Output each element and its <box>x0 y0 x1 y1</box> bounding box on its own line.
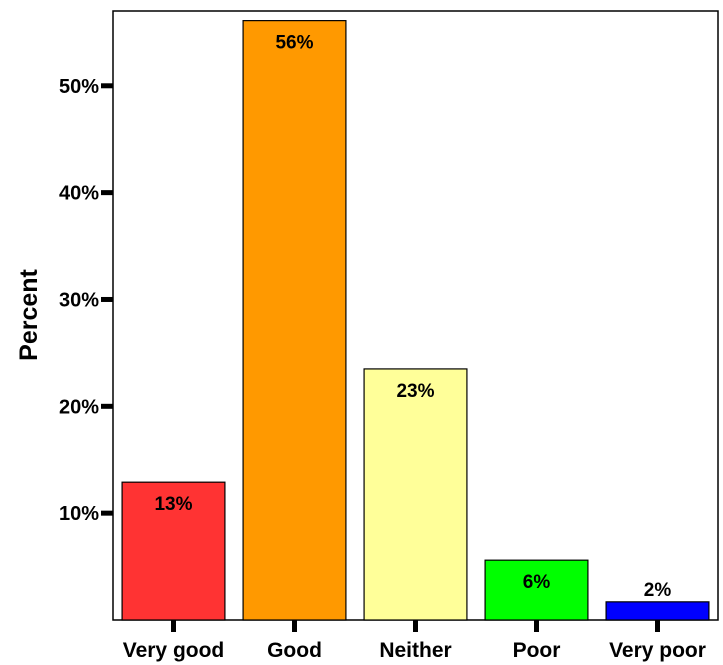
bar <box>363 368 468 621</box>
x-axis: Very good Good Neither Poor Very poor <box>123 620 706 662</box>
bar-data-label: 2% <box>644 580 672 601</box>
y-tick-label: 50% <box>59 76 99 98</box>
y-tick-label: 20% <box>59 396 99 418</box>
x-tick-label: Very good <box>123 639 225 662</box>
bar <box>242 20 347 621</box>
bar-labels: 13% 56% 23% 6% 2% <box>154 33 671 601</box>
x-tick-label: Poor <box>513 639 561 662</box>
bar <box>605 601 710 621</box>
x-tick-label: Neither <box>379 639 451 662</box>
x-tick-label: Good <box>267 639 322 662</box>
bar-data-label: 23% <box>396 381 434 402</box>
bar <box>121 481 226 621</box>
y-axis: 10% 20% 30% 40% 50% <box>59 76 113 525</box>
bar-data-label: 13% <box>154 494 192 515</box>
y-tick-label: 10% <box>59 503 99 525</box>
bars <box>121 20 710 621</box>
x-tick-label: Very poor <box>609 639 706 662</box>
y-axis-label: Percent <box>15 268 43 360</box>
bar-data-label: 56% <box>275 33 313 54</box>
bar-data-label: 6% <box>523 572 551 593</box>
y-tick-label: 30% <box>59 289 99 311</box>
y-tick-label: 40% <box>59 183 99 205</box>
bar <box>484 559 589 621</box>
